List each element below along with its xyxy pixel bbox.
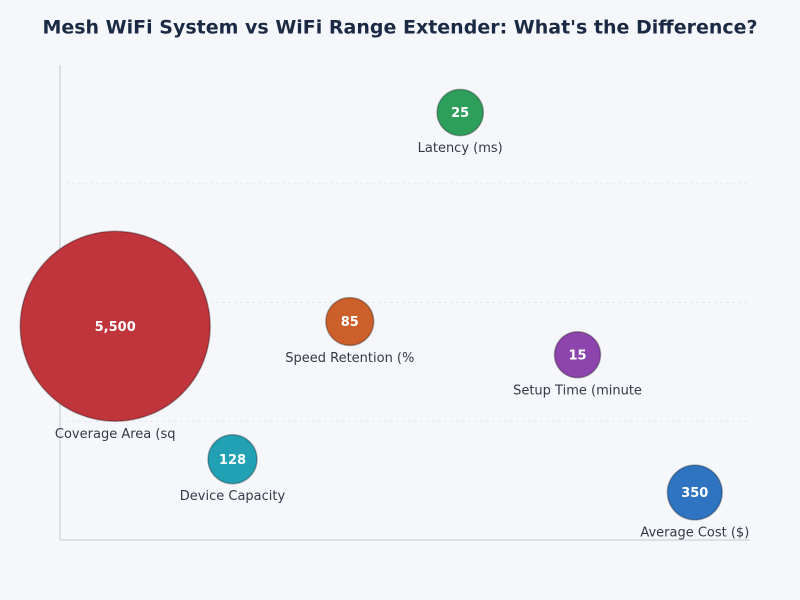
chart-title: Mesh WiFi System vs WiFi Range Extender:…: [42, 17, 757, 39]
bubble: [436, 88, 485, 137]
bubble-value: 25: [451, 106, 469, 121]
bubble-label: Device Capacity: [180, 489, 286, 504]
bubble: [19, 230, 211, 422]
bubble-value: 85: [341, 315, 359, 330]
bubble-value: 15: [568, 348, 586, 363]
bubble-label: Latency (ms): [418, 141, 503, 156]
bubble-value: 350: [681, 486, 708, 501]
bubble-value: 128: [219, 453, 246, 468]
bubble-label: Speed Retention (%: [285, 351, 414, 366]
bubble: [553, 331, 602, 379]
bubble: [325, 296, 375, 347]
bubble-value: 5,500: [95, 320, 136, 335]
bubble: [207, 434, 258, 485]
bubble-label: Average Cost ($): [640, 525, 749, 540]
bubble-label: Coverage Area (sq: [55, 427, 176, 442]
bubble-label: Setup Time (minute: [513, 383, 642, 398]
bubble: [666, 464, 723, 521]
